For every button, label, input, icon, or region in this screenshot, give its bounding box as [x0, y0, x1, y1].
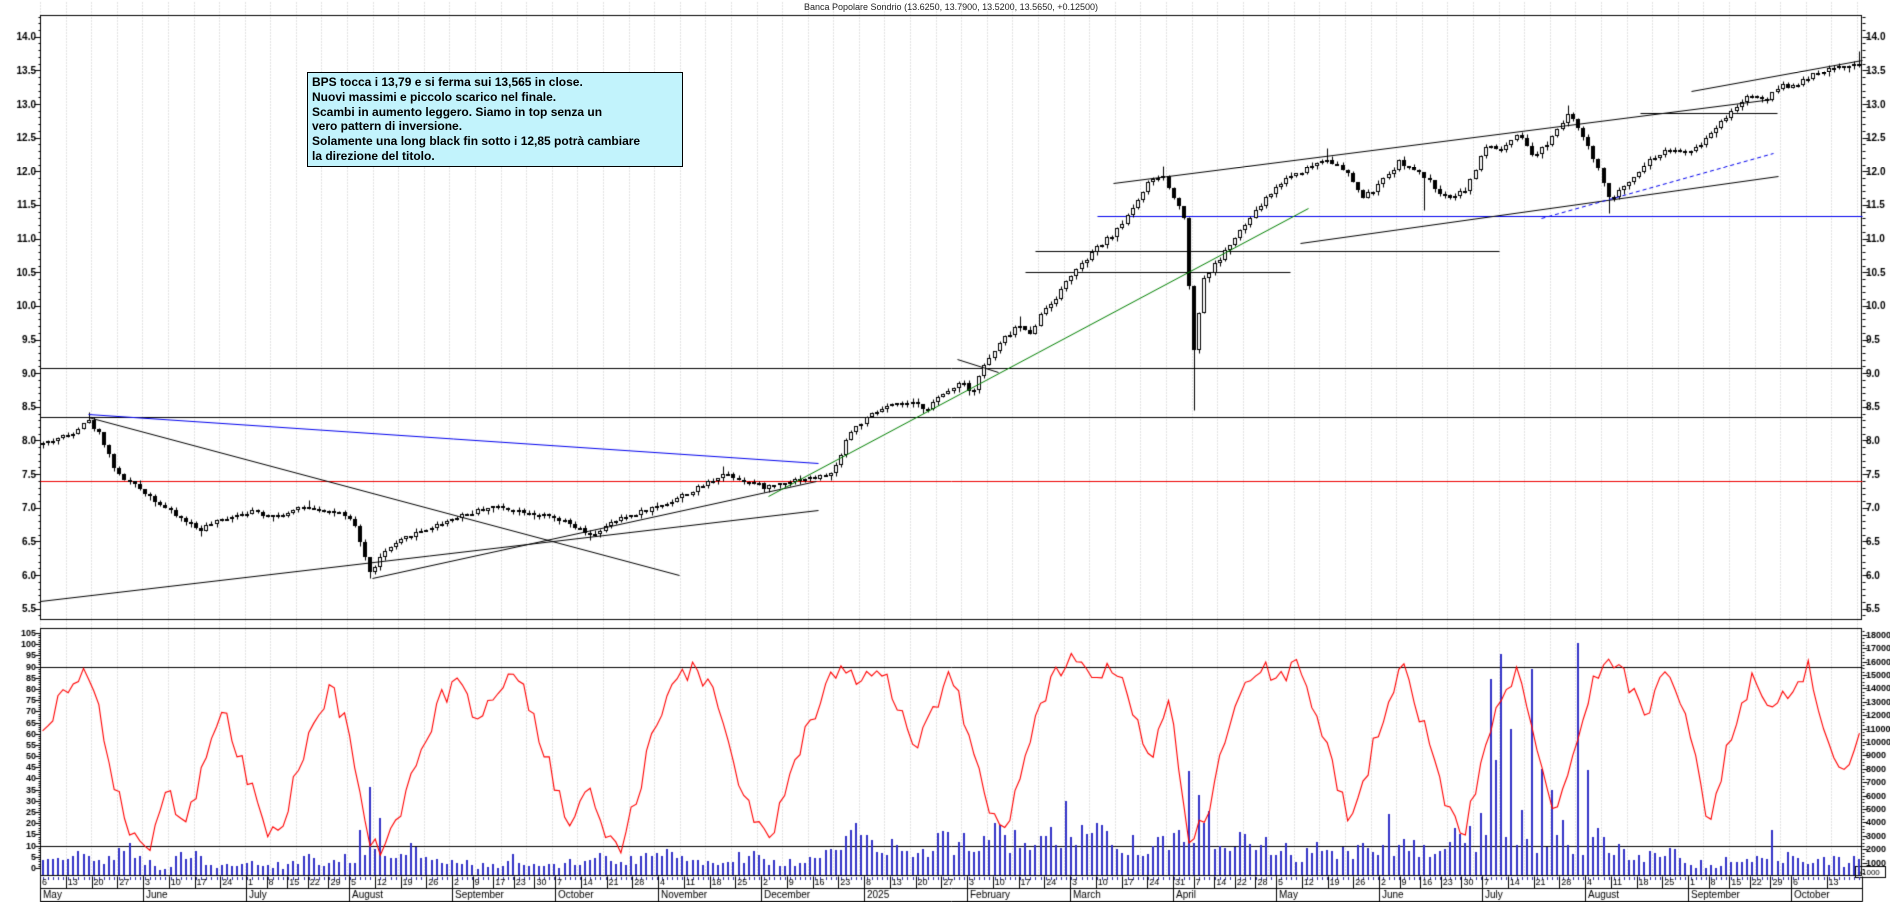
annotation-line: Nuovi massimi e piccolo scarico nel fina…: [312, 89, 557, 104]
annotation-line: Scambi in aumento leggero. Siamo in top …: [312, 104, 603, 119]
annotation-box: BPS tocca i 13,79 e si ferma sui 13,565 …: [307, 72, 683, 167]
annotation-line: Solamente una long black fin sotto i 12,…: [312, 134, 641, 149]
annotation-line: BPS tocca i 13,79 e si ferma sui 13,565 …: [312, 75, 583, 89]
chart-title: Banca Popolare Sondrio (13.6250, 13.7900…: [804, 2, 1098, 12]
annotation-line: vero pattern di inversione.: [312, 119, 463, 134]
annotation-line: la direzione del titolo.: [312, 148, 435, 163]
